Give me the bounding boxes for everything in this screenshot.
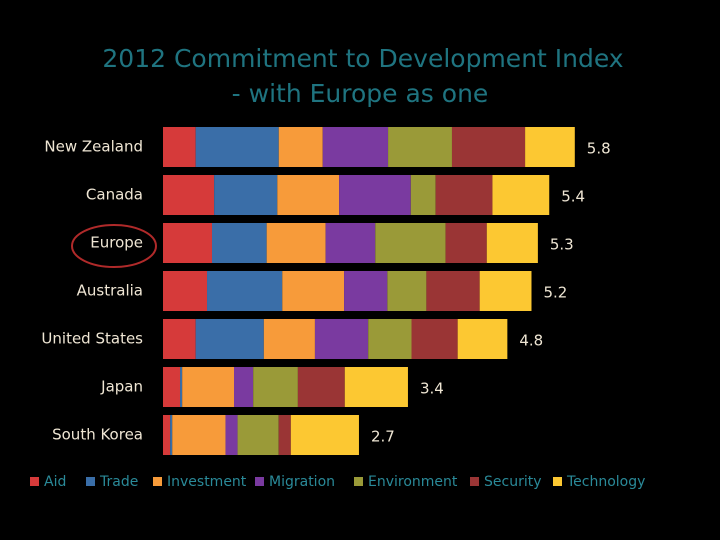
legend-label: Investment xyxy=(167,474,247,490)
legend-label: Security xyxy=(484,474,542,490)
bar-segment xyxy=(445,223,487,263)
bar-segment xyxy=(253,367,298,407)
highlight-circle xyxy=(71,224,157,268)
bar-segment xyxy=(225,415,238,455)
chart-title: 2012 Commitment to Development Index xyxy=(102,44,623,73)
bar-segment xyxy=(163,175,215,215)
category-label: Australia xyxy=(77,282,143,300)
bar-segment xyxy=(163,127,196,167)
bar-segment xyxy=(278,415,291,455)
bar-segment xyxy=(182,367,234,407)
legend-swatch xyxy=(153,477,162,486)
bar-segment xyxy=(479,271,532,311)
legend-swatch xyxy=(86,477,95,486)
bar-segment xyxy=(172,415,226,455)
legend-label: Migration xyxy=(269,474,335,490)
bar-segment xyxy=(492,175,550,215)
bar-segment xyxy=(387,271,427,311)
bar-segment xyxy=(282,271,345,311)
bar-segment xyxy=(290,415,359,455)
total-label: 4.8 xyxy=(519,332,543,350)
legend-swatch xyxy=(553,477,562,486)
bar-segment xyxy=(344,271,388,311)
bar-segment xyxy=(411,319,458,359)
category-label: United States xyxy=(41,330,143,348)
category-label: Canada xyxy=(86,186,143,204)
total-label: 5.3 xyxy=(550,236,574,254)
bar-segment xyxy=(339,175,411,215)
bar-segment xyxy=(266,223,326,263)
bar-segment xyxy=(195,127,279,167)
legend-label: Aid xyxy=(44,474,66,490)
category-label: Japan xyxy=(100,378,143,396)
bar-segment xyxy=(278,127,323,167)
bar-segment xyxy=(234,367,254,407)
chart-subtitle: - with Europe as one xyxy=(232,79,489,108)
bar-segment xyxy=(325,223,376,263)
legend-label: Trade xyxy=(99,474,138,490)
total-label: 3.4 xyxy=(420,380,444,398)
total-label: 5.4 xyxy=(561,188,585,206)
bar-segment xyxy=(451,127,526,167)
total-label: 5.8 xyxy=(587,140,611,158)
category-label: Europe xyxy=(90,234,143,252)
bar-segment xyxy=(170,415,173,455)
category-label: South Korea xyxy=(52,426,143,444)
bar-segment xyxy=(486,223,538,263)
bar-segment xyxy=(457,319,508,359)
bar-segment xyxy=(322,127,389,167)
bar-segment xyxy=(375,223,446,263)
bar-segment xyxy=(195,319,264,359)
legend-label: Environment xyxy=(368,474,458,490)
legend-swatch xyxy=(470,477,479,486)
bar-segment xyxy=(207,271,283,311)
legend-swatch xyxy=(255,477,264,486)
bar-segment xyxy=(344,367,408,407)
bar-segment xyxy=(211,223,267,263)
bar-segment xyxy=(163,223,212,263)
bar-segment xyxy=(163,415,171,455)
total-label: 2.7 xyxy=(371,428,395,446)
bar-segment xyxy=(163,271,208,311)
bar-segment xyxy=(525,127,575,167)
bar-segment xyxy=(180,367,183,407)
bar-segment xyxy=(163,319,196,359)
bar-segment xyxy=(237,415,279,455)
bar-segment xyxy=(263,319,315,359)
bar-segment xyxy=(388,127,452,167)
bar-segment xyxy=(435,175,493,215)
bar-segment xyxy=(297,367,345,407)
legend-swatch xyxy=(30,477,39,486)
legend-swatch xyxy=(354,477,363,486)
bar-segment xyxy=(368,319,412,359)
bar-segment xyxy=(277,175,340,215)
bar-segment xyxy=(410,175,436,215)
total-label: 5.2 xyxy=(543,284,567,302)
legend-label: Technology xyxy=(566,474,645,490)
category-label: New Zealand xyxy=(44,138,143,156)
bar-segment xyxy=(214,175,278,215)
bar-segment xyxy=(314,319,369,359)
bar-segment xyxy=(163,367,181,407)
bar-segment xyxy=(426,271,480,311)
